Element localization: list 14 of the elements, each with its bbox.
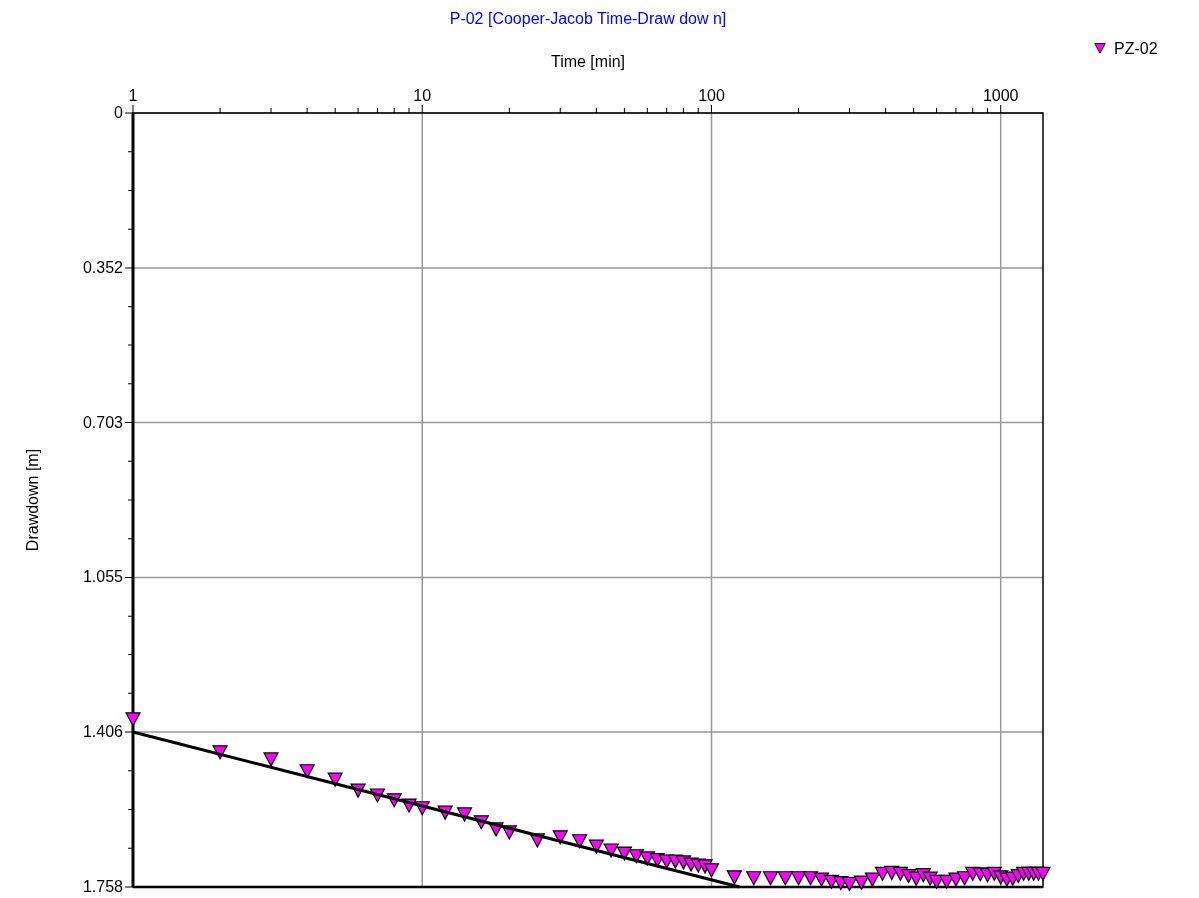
y-tick-label: 1.406 xyxy=(82,723,124,741)
y-tick-label: 0 xyxy=(114,104,124,121)
x-axis-title: Time [min] xyxy=(550,53,626,70)
y-tick-label: 1.055 xyxy=(82,568,124,586)
y-tick-label: 0.703 xyxy=(82,413,124,431)
x-tick-label: 1000 xyxy=(982,87,1019,104)
x-tick-label: 1 xyxy=(128,87,138,104)
legend-label: PZ-02 xyxy=(1114,40,1158,57)
x-tick-label: 10 xyxy=(413,87,432,104)
y-tick-label: 0.352 xyxy=(82,258,124,276)
y-tick-label: 1.758 xyxy=(82,878,124,895)
y-axis-title: Drawdown [m] xyxy=(24,448,41,552)
x-tick-label: 100 xyxy=(698,87,725,104)
chart-title: P-02 [Cooper-Jacob Time-Draw dow n] xyxy=(449,10,727,27)
